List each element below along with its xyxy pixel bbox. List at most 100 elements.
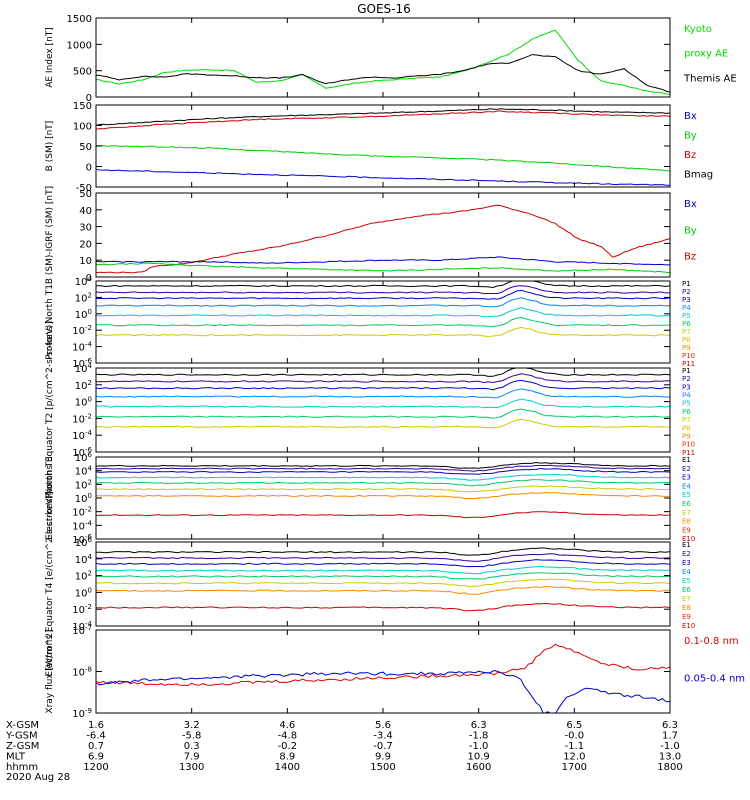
y-tick-label: 50 [79, 189, 92, 200]
legend-entry: Bx [684, 199, 697, 210]
legend-entry: E6 [682, 586, 691, 594]
y-tick-exponent: -2 [85, 324, 92, 332]
y-tick-label: 30 [79, 223, 92, 234]
y-tick-exponent: 6 [88, 536, 93, 544]
x-axis-value: 1600 [466, 762, 491, 773]
legend-entry: E9 [682, 613, 691, 621]
series-line-e5 [96, 479, 670, 487]
y-tick-exponent: 0 [88, 308, 92, 316]
y-tick-label: 10-4 [72, 341, 92, 354]
legend-entry: P6 [682, 320, 691, 328]
legend-entry: Bmag [684, 170, 713, 181]
x-axis-value: -0.0 [565, 731, 585, 742]
panel-frame [95, 104, 671, 188]
x-axis-value: 1.7 [662, 731, 678, 742]
series-line-e1 [96, 547, 670, 556]
y-tick-label: 102 [75, 291, 92, 304]
legend-entry: Bx [684, 111, 697, 122]
x-axis-value: 6.3 [662, 720, 678, 731]
y-tick-exponent: 0 [88, 586, 92, 594]
y-tick-exponent: -2 [85, 603, 92, 611]
legend-entry: P5 [682, 400, 691, 408]
y-tick-label: 500 [73, 67, 92, 78]
x-axis-value: 1700 [562, 762, 587, 773]
legend-entry: P1 [682, 367, 691, 375]
legend-entry: P6 [682, 408, 691, 416]
panel-8: 10-7 10-8 10-9 Xray flux [W/m^2] 0.1-0.8 nm 0… [45, 624, 745, 720]
series-line-p6 [96, 316, 670, 328]
legend-entry: P4 [682, 304, 691, 312]
y-tick-label: 100 [75, 308, 92, 321]
series-line-p5 [96, 307, 670, 318]
y-tick-exponent: -2 [85, 506, 92, 514]
series-line-e6 [96, 578, 670, 588]
legend-entry: E8 [682, 604, 691, 612]
legend-entry: P2 [682, 288, 691, 296]
y-tick-label: 1500 [67, 14, 92, 25]
legend-entry: E5 [682, 491, 691, 499]
legend-entry: P3 [682, 383, 691, 391]
series-line-kyoto-proxy-ae [96, 29, 670, 95]
panel-1: 1500 1000 500 0 AE Index [nT] Kyoto proxy AE Th… [45, 14, 737, 104]
series-line-bx [96, 256, 670, 266]
legend-entry: 0.05-0.4 nm [684, 674, 745, 685]
series-line-e7 [96, 585, 670, 595]
legend-entry: P2 [682, 375, 691, 383]
legend-entry: P5 [682, 312, 691, 320]
y-axis-label: AE Index [nT] [45, 27, 55, 88]
series-line-e3 [96, 467, 670, 475]
series-line-e4 [96, 473, 670, 481]
series-line-e6 [96, 485, 670, 493]
x-axis-value: 7.9 [184, 752, 200, 763]
y-tick-exponent: -2 [85, 412, 92, 420]
plot-area [96, 204, 670, 274]
panel-2: 150 100 50 0 -50 B (SM) [nT] Bx By Bz Bmag [45, 101, 713, 194]
x-axis-value: 5.6 [375, 720, 391, 731]
x-axis-value: -0.2 [278, 741, 298, 752]
legend-entry: P9 [682, 344, 691, 352]
series-line-e2 [96, 464, 670, 472]
legend-entry: P7 [682, 416, 691, 424]
y-tick-exponent: 0 [88, 396, 92, 404]
x-axis-value: 1800 [657, 762, 682, 773]
y-tick-exponent: 4 [88, 553, 93, 561]
series-line-0-1-0-8-nm [96, 643, 670, 687]
y-tick-label: 10-2 [72, 412, 92, 425]
plot-area [96, 281, 670, 338]
y-tick-label: 106 [75, 451, 93, 464]
series-line-e10 [96, 511, 670, 519]
y-tick-label: 10-4 [72, 519, 92, 532]
legend-entry: E10 [682, 622, 695, 630]
legend-entry: P8 [682, 336, 691, 344]
series-line-bz [96, 110, 670, 130]
legend-entry: By [684, 131, 697, 142]
panel-frame [95, 17, 671, 98]
series-line-0-05-0-4-nm [96, 669, 670, 713]
series-line-e2 [96, 553, 670, 562]
legend-entry: Bz [684, 252, 696, 263]
y-tick-exponent: -8 [85, 666, 92, 674]
series-line-p4 [96, 388, 670, 399]
x-axis-value: 6.9 [88, 752, 104, 763]
series-line-e5 [96, 572, 670, 580]
x-axis-value: 1500 [370, 762, 395, 773]
y-tick-label: 102 [75, 379, 92, 392]
legend-entry: P7 [682, 328, 691, 336]
x-axis-value: -0.7 [373, 741, 393, 752]
x-axis-value: 6.5 [566, 720, 582, 731]
y-tick-exponent: 4 [88, 465, 93, 473]
y-tick-label: 40 [79, 206, 92, 217]
series-line-p1 [96, 368, 670, 377]
y-tick-exponent: -4 [85, 620, 93, 628]
legend-entry: P3 [682, 296, 691, 304]
panel-frame [95, 192, 671, 278]
x-axis-row-label: hhmm [6, 762, 38, 773]
x-axis-value: -1.8 [469, 731, 489, 742]
y-tick-label: 10 [79, 256, 92, 267]
legend-entry: P1 [682, 280, 691, 288]
y-tick-label: 104 [75, 275, 93, 288]
y-tick-label: 10-2 [72, 603, 92, 616]
y-tick-exponent: 4 [88, 275, 93, 283]
y-tick-exponent: -6 [85, 357, 93, 365]
